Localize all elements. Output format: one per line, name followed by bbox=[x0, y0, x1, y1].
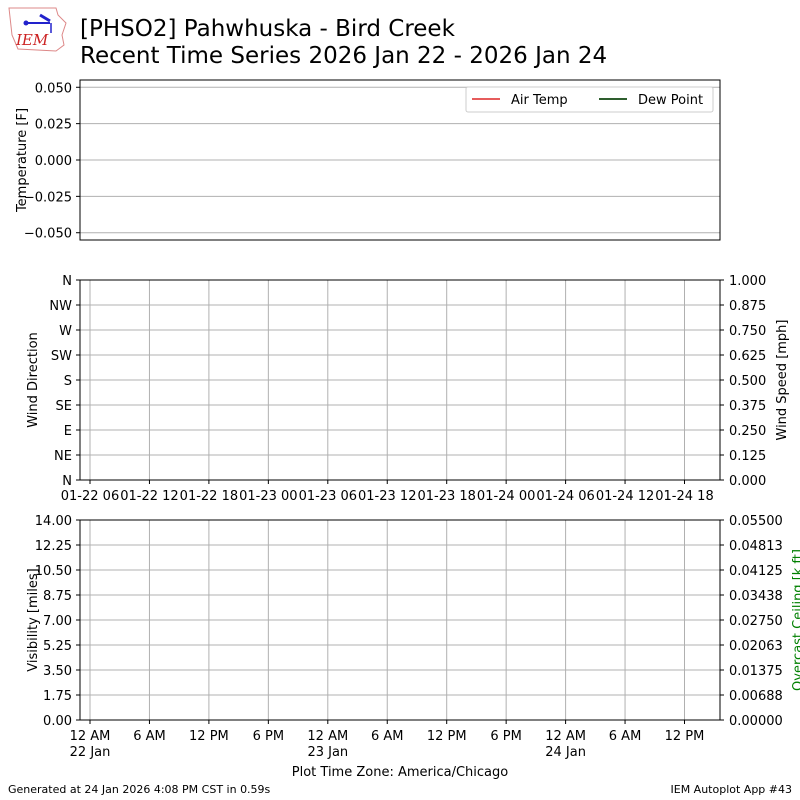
y-tick-label: 0.00 bbox=[43, 714, 72, 729]
x-tick-label: 24 Jan bbox=[545, 745, 586, 760]
y-axis-label: Wind Direction bbox=[26, 332, 41, 428]
chart-title: [PHSO2] Pahwhuska - Bird Creek Recent Ti… bbox=[80, 16, 607, 70]
x-tick-label: 01-24 12 bbox=[596, 489, 654, 504]
y-right-tick-label: 0.02750 bbox=[729, 614, 783, 629]
x-tick-label: 01-22 12 bbox=[120, 489, 178, 504]
app-label: IEM Autoplot App #43 bbox=[670, 783, 793, 796]
title-line-1: [PHSO2] Pahwhuska - Bird Creek bbox=[80, 16, 455, 42]
y-right-tick-label: 0.01375 bbox=[729, 664, 783, 679]
y-tick-label: 12.25 bbox=[35, 539, 72, 554]
y-tick-label: SW bbox=[51, 349, 72, 364]
y-right-tick-label: 0.03438 bbox=[729, 589, 783, 604]
axes-frame bbox=[79, 79, 721, 241]
y-right-tick-label: 0.500 bbox=[729, 374, 766, 389]
y-right-tick-label: 0.00000 bbox=[729, 714, 783, 729]
x-tick-label: 6 PM bbox=[253, 729, 284, 744]
y-tick-label: W bbox=[59, 324, 72, 339]
x-tick-label: 01-22 18 bbox=[180, 489, 238, 504]
legend-box bbox=[465, 86, 714, 113]
axes-frame bbox=[79, 279, 721, 481]
y-tick-label: 3.50 bbox=[43, 664, 72, 679]
y-tick-label: E bbox=[64, 424, 72, 439]
y-right-tick-label: 0.000 bbox=[729, 474, 766, 489]
x-tick-label: 01-24 18 bbox=[655, 489, 713, 504]
y-tick-label: −0.025 bbox=[24, 190, 72, 205]
y-tick-label: 7.00 bbox=[43, 614, 72, 629]
y-tick-label: NW bbox=[49, 299, 72, 314]
y-right-tick-label: 0.125 bbox=[729, 449, 766, 464]
x-tick-label: 22 Jan bbox=[70, 745, 111, 760]
y-right-tick-label: 0.02063 bbox=[729, 639, 783, 654]
y-tick-label: 8.75 bbox=[43, 589, 72, 604]
x-tick-label: 12 AM bbox=[307, 729, 348, 744]
x-tick-label: 6 AM bbox=[609, 729, 642, 744]
y-right-tick-label: 1.000 bbox=[729, 274, 766, 289]
x-tick-label: 23 Jan bbox=[307, 745, 348, 760]
x-tick-label: 12 PM bbox=[189, 729, 229, 744]
x-tick-label: 01-24 00 bbox=[477, 489, 535, 504]
y-right-tick-label: 0.250 bbox=[729, 424, 766, 439]
legend-label: Dew Point bbox=[638, 93, 703, 108]
x-tick-label: 6 AM bbox=[371, 729, 404, 744]
iem-logo: IEM bbox=[8, 7, 67, 52]
y-tick-label: N bbox=[62, 274, 72, 289]
title-line-2: Recent Time Series 2026 Jan 22 - 2026 Ja… bbox=[80, 43, 608, 69]
y-tick-label: 10.50 bbox=[35, 564, 72, 579]
logo-text: IEM bbox=[15, 31, 49, 49]
y-axis-label: Temperature [F] bbox=[15, 108, 30, 213]
y-tick-label: 5.25 bbox=[43, 639, 72, 654]
y-right-tick-label: 0.04125 bbox=[729, 564, 783, 579]
y-tick-label: 14.00 bbox=[35, 514, 72, 529]
y-right-tick-label: 0.875 bbox=[729, 299, 766, 314]
x-tick-label: 12 AM bbox=[70, 729, 111, 744]
generated-note: Generated at 24 Jan 2026 4:08 PM CST in … bbox=[8, 783, 271, 796]
x-tick-label: 01-23 18 bbox=[417, 489, 475, 504]
y-right-tick-label: 0.05500 bbox=[729, 514, 783, 529]
x-tick-label: 01-24 06 bbox=[536, 489, 594, 504]
x-tick-label: 01-22 06 bbox=[61, 489, 119, 504]
y-tick-label: SE bbox=[56, 399, 72, 414]
x-tick-label: 12 PM bbox=[427, 729, 467, 744]
y-tick-label: 0.050 bbox=[35, 81, 72, 96]
y-right-tick-label: 0.625 bbox=[729, 349, 766, 364]
x-tick-label: 01-23 00 bbox=[239, 489, 297, 504]
y-right-tick-label: 0.00688 bbox=[729, 689, 783, 704]
y-tick-label: −0.050 bbox=[24, 227, 72, 242]
x-tick-label: 12 AM bbox=[545, 729, 586, 744]
x-axis-label: Plot Time Zone: America/Chicago bbox=[292, 765, 508, 780]
y-tick-label: 0.000 bbox=[35, 154, 72, 169]
y-right-axis-label: Overcast Ceiling [k ft] bbox=[791, 549, 800, 691]
x-tick-label: 6 AM bbox=[133, 729, 166, 744]
y-tick-label: S bbox=[64, 374, 72, 389]
y-right-axis-label: Wind Speed [mph] bbox=[775, 320, 790, 441]
y-tick-label: NE bbox=[54, 449, 72, 464]
y-axis-label: Visibility [miles] bbox=[26, 568, 41, 671]
y-right-tick-label: 0.375 bbox=[729, 399, 766, 414]
y-right-tick-label: 0.750 bbox=[729, 324, 766, 339]
x-tick-label: 01-23 12 bbox=[358, 489, 416, 504]
legend-label: Air Temp bbox=[511, 93, 568, 108]
y-tick-label: N bbox=[62, 474, 72, 489]
axes-frame bbox=[79, 519, 721, 721]
y-tick-label: 1.75 bbox=[43, 689, 72, 704]
x-tick-label: 01-23 06 bbox=[299, 489, 357, 504]
y-right-tick-label: 0.04813 bbox=[729, 539, 783, 554]
y-tick-label: 0.025 bbox=[35, 118, 72, 133]
x-tick-label: 6 PM bbox=[490, 729, 521, 744]
x-tick-label: 12 PM bbox=[665, 729, 705, 744]
